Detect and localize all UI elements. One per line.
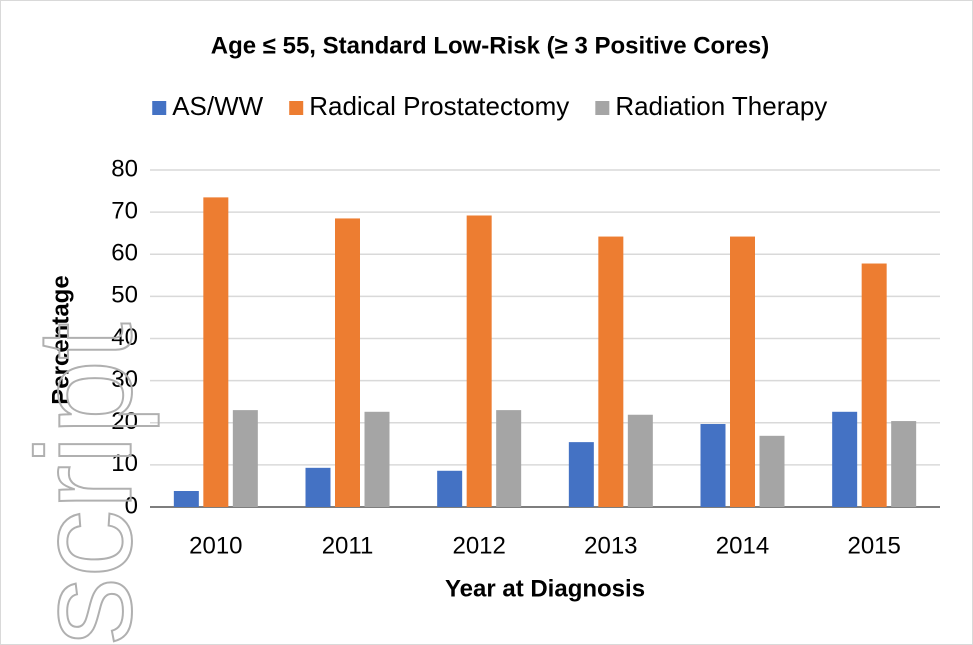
bar (598, 236, 624, 507)
bar (832, 411, 858, 507)
x-tick-label: 2012 (452, 532, 505, 559)
y-tick-label: 30 (111, 366, 138, 393)
y-tick-label: 80 (111, 155, 138, 182)
legend-label: Radical Prostatectomy (309, 91, 569, 121)
bar (891, 421, 917, 507)
bar (730, 236, 755, 507)
x-tick-label: 2011 (322, 532, 374, 559)
bar (335, 218, 360, 507)
plot-area: 0 10 20 30 40 50 60 70 80 2010 2011 2012 2013 2014 201… (111, 155, 940, 559)
bar (173, 490, 199, 507)
legend-swatch (289, 101, 304, 115)
bar (232, 410, 258, 507)
legend-swatch (152, 101, 167, 115)
bar (437, 470, 463, 507)
bar (496, 410, 522, 507)
bar (364, 411, 390, 507)
y-tick-label: 0 (125, 492, 138, 519)
bar (861, 263, 887, 507)
x-tick-label: 2013 (584, 532, 637, 559)
legend-label: AS/WW (172, 91, 263, 121)
y-axis-label: Percentage (47, 275, 74, 404)
y-tick-label: 60 (111, 240, 138, 267)
y-tick-label: 10 (111, 450, 138, 477)
bar (203, 197, 229, 507)
bar (466, 215, 492, 507)
x-tick-label: 2015 (847, 532, 900, 559)
bar (700, 424, 726, 507)
y-tick-label: 20 (111, 408, 138, 435)
chart-title: Age ≤ 55, Standard Low-Risk (≥ 3 Positiv… (211, 32, 769, 59)
bar (627, 414, 653, 507)
x-tick-label: 2014 (716, 532, 769, 559)
legend: AS/WW Radical Prostatectomy Radiation Ther… (152, 91, 827, 121)
x-tick-label: 2010 (189, 532, 242, 559)
bar (759, 435, 785, 507)
legend-swatch (595, 101, 610, 115)
watermark: script (9, 322, 160, 645)
y-tick-label: 70 (111, 197, 138, 224)
y-tick-label: 50 (111, 282, 138, 309)
bar (568, 442, 594, 507)
bar (305, 467, 331, 507)
x-axis-label: Year at Diagnosis (445, 575, 645, 602)
legend-label: Radiation Therapy (615, 91, 827, 121)
y-tick-label: 40 (111, 324, 138, 351)
